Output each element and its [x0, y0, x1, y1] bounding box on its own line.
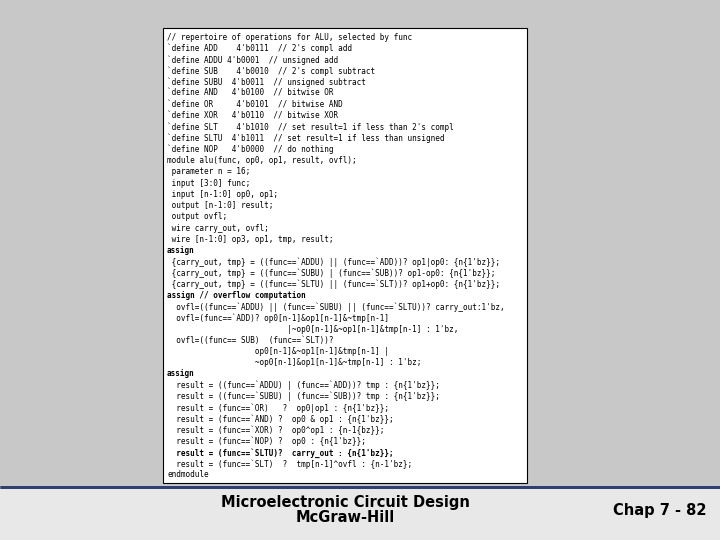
Text: result = (func==`NOP) ?  op0 : {n{1'bz}};: result = (func==`NOP) ? op0 : {n{1'bz}};: [167, 437, 366, 446]
Text: `define SUBU  4'b0011  // unsigned subtract: `define SUBU 4'b0011 // unsigned subtrac…: [167, 78, 366, 87]
Text: `define SLTU  4'b1011  // set result=1 if less than unsigned: `define SLTU 4'b1011 // set result=1 if …: [167, 134, 444, 143]
Text: result = (func==`SLT)  ?  tmp[n-1]^ovfl : {n-1'bz};: result = (func==`SLT) ? tmp[n-1]^ovfl : …: [167, 459, 412, 469]
Text: input [3:0] func;: input [3:0] func;: [167, 179, 251, 187]
Text: `define XOR   4'b0110  // bitwise XOR: `define XOR 4'b0110 // bitwise XOR: [167, 111, 338, 120]
Bar: [163, 28, 527, 483]
Text: `define NOP   4'b0000  // do nothing: `define NOP 4'b0000 // do nothing: [167, 145, 333, 154]
Text: `define AND   4'b0100  // bitwise OR: `define AND 4'b0100 // bitwise OR: [167, 89, 333, 98]
Bar: [0, 487, 720, 540]
Text: wire carry_out, ovfl;: wire carry_out, ovfl;: [167, 224, 269, 233]
Text: {carry_out, tmp} = ((func==`ADDU) || (func==`ADD))? op1|op0: {n{1'bz}};: {carry_out, tmp} = ((func==`ADDU) || (fu…: [167, 257, 500, 267]
Text: Chap 7 - 82: Chap 7 - 82: [613, 503, 707, 517]
Text: ~op0[n-1]&op1[n-1]&~tmp[n-1] : 1'bz;: ~op0[n-1]&op1[n-1]&~tmp[n-1] : 1'bz;: [167, 358, 421, 367]
Text: ovfl=((func==`ADDU) || (func==`SUBU) || (func==`SLTU))? carry_out:1'bz,: ovfl=((func==`ADDU) || (func==`SUBU) || …: [167, 302, 505, 312]
Text: output ovfl;: output ovfl;: [167, 212, 227, 221]
Text: input [n-1:0] op0, op1;: input [n-1:0] op0, op1;: [167, 190, 278, 199]
Text: result = (func==`XOR) ?  op0^op1 : {n-1{bz}};: result = (func==`XOR) ? op0^op1 : {n-1{b…: [167, 426, 384, 435]
Text: assign: assign: [167, 246, 194, 255]
Text: assign // overflow computation: assign // overflow computation: [167, 291, 306, 300]
Text: parameter n = 16;: parameter n = 16;: [167, 167, 251, 177]
Text: ovfl=(func==`ADD)? op0[n-1]&op1[n-1]&~tmp[n-1]: ovfl=(func==`ADD)? op0[n-1]&op1[n-1]&~tm…: [167, 313, 389, 323]
Text: `define SUB    4'b0010  // 2's compl subtract: `define SUB 4'b0010 // 2's compl subtrac…: [167, 66, 375, 76]
Text: wire [n-1:0] op3, op1, tmp, result;: wire [n-1:0] op3, op1, tmp, result;: [167, 235, 333, 244]
Text: `define SLT    4'b1010  // set result=1 if less than 2's compl: `define SLT 4'b1010 // set result=1 if l…: [167, 123, 454, 132]
Text: {carry_out, tmp} = ((func==`SUBU) | (func==`SUB))? op1-op0: {n{1'bz}};: {carry_out, tmp} = ((func==`SUBU) | (fun…: [167, 268, 495, 278]
Text: module alu(func, op0, op1, result, ovfl);: module alu(func, op0, op1, result, ovfl)…: [167, 156, 356, 165]
Text: op0[n-1]&~op1[n-1]&tmp[n-1] |: op0[n-1]&~op1[n-1]&tmp[n-1] |: [167, 347, 389, 356]
Text: |~op0[n-1]&~op1[n-1]&tmp[n-1] : 1'bz,: |~op0[n-1]&~op1[n-1]&tmp[n-1] : 1'bz,: [167, 325, 459, 334]
Text: result = (func==`AND) ?  op0 & op1 : {n{1'bz}};: result = (func==`AND) ? op0 & op1 : {n{1…: [167, 414, 394, 424]
Text: // repertoire of operations for ALU, selected by func: // repertoire of operations for ALU, sel…: [167, 33, 412, 42]
Text: ovfl=((func== SUB)  (func==`SLT))?: ovfl=((func== SUB) (func==`SLT))?: [167, 336, 333, 345]
Text: McGraw-Hill: McGraw-Hill: [295, 510, 395, 524]
Text: output [n-1:0] result;: output [n-1:0] result;: [167, 201, 274, 210]
Text: result = ((func==`SUBU) | (func==`SUB))? tmp : {n{1'bz}};: result = ((func==`SUBU) | (func==`SUB))?…: [167, 392, 440, 401]
Text: {carry_out, tmp} = ((func==`SLTU) || (func==`SLT))? op1+op0: {n{1'bz}};: {carry_out, tmp} = ((func==`SLTU) || (fu…: [167, 280, 500, 289]
Text: Microelectronic Circuit Design: Microelectronic Circuit Design: [220, 496, 469, 510]
Text: `define OR     4'b0101  // bitwise AND: `define OR 4'b0101 // bitwise AND: [167, 100, 343, 109]
Text: result = (func==`OR)   ?  op0|op1 : {n{1'bz}};: result = (func==`OR) ? op0|op1 : {n{1'bz…: [167, 403, 389, 413]
Text: endmodule: endmodule: [167, 470, 209, 480]
Text: `define ADDU 4'b0001  // unsigned add: `define ADDU 4'b0001 // unsigned add: [167, 55, 338, 65]
Text: result = ((func==`ADDU) | (func==`ADD))? tmp : {n{1'bz}};: result = ((func==`ADDU) | (func==`ADD))?…: [167, 381, 440, 390]
Text: result = (func==`SLTU)?  carry_out : {n{1'bz}};: result = (func==`SLTU)? carry_out : {n{1…: [167, 448, 394, 457]
Text: assign: assign: [167, 369, 194, 379]
Text: `define ADD    4'b0111  // 2's compl add: `define ADD 4'b0111 // 2's compl add: [167, 44, 352, 53]
